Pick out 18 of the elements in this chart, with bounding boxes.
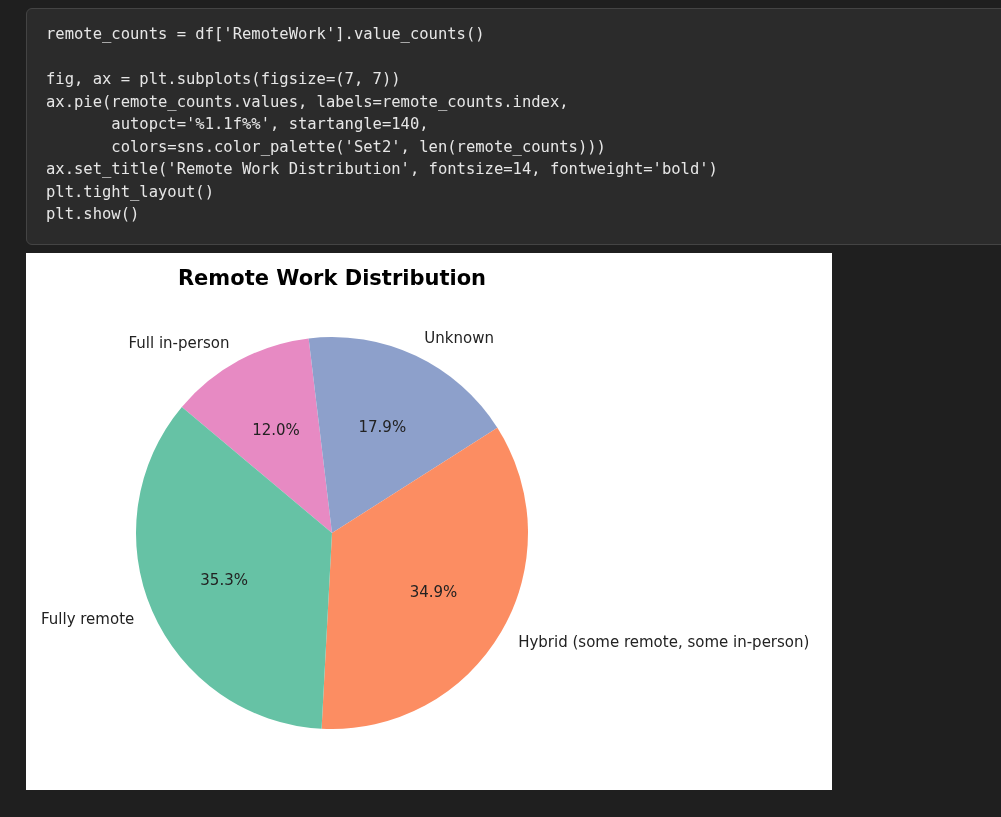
text: fig, ax = plt.subplots(figsize=(7, 7))	[46, 69, 402, 90]
data-label: 35.3%	[200, 570, 248, 589]
text: remote_counts = df['RemoteWork'].value_counts()	[46, 24, 486, 45]
data-label: 34.9%	[409, 583, 458, 602]
text: autopct='%1.1f%%', startangle=140,	[110, 114, 430, 135]
slice-label: Unknown	[424, 329, 494, 348]
text: plt.tight_layout()	[46, 181, 215, 203]
text: ax.set_title('Remote Work Distribution', fontsize=14, fontweight='bold')	[46, 159, 719, 180]
slice-label: Full in-person	[128, 334, 230, 353]
text: plt.show()	[46, 204, 141, 225]
chart-title: Remote Work Distribution	[177, 266, 487, 290]
slice-label: Fully remote	[40, 609, 135, 628]
data-label: 17.9%	[358, 417, 407, 436]
text: colors=sns.color_palette('Set2', len(remote_counts)))	[110, 136, 607, 158]
pie-slice	[136, 407, 332, 729]
slice-label: Hybrid (some remote, some in-person)	[518, 632, 810, 651]
text: ax.pie(remote_counts.values, labels=remote_counts.index,	[46, 91, 570, 113]
data-label: 12.0%	[252, 420, 300, 439]
